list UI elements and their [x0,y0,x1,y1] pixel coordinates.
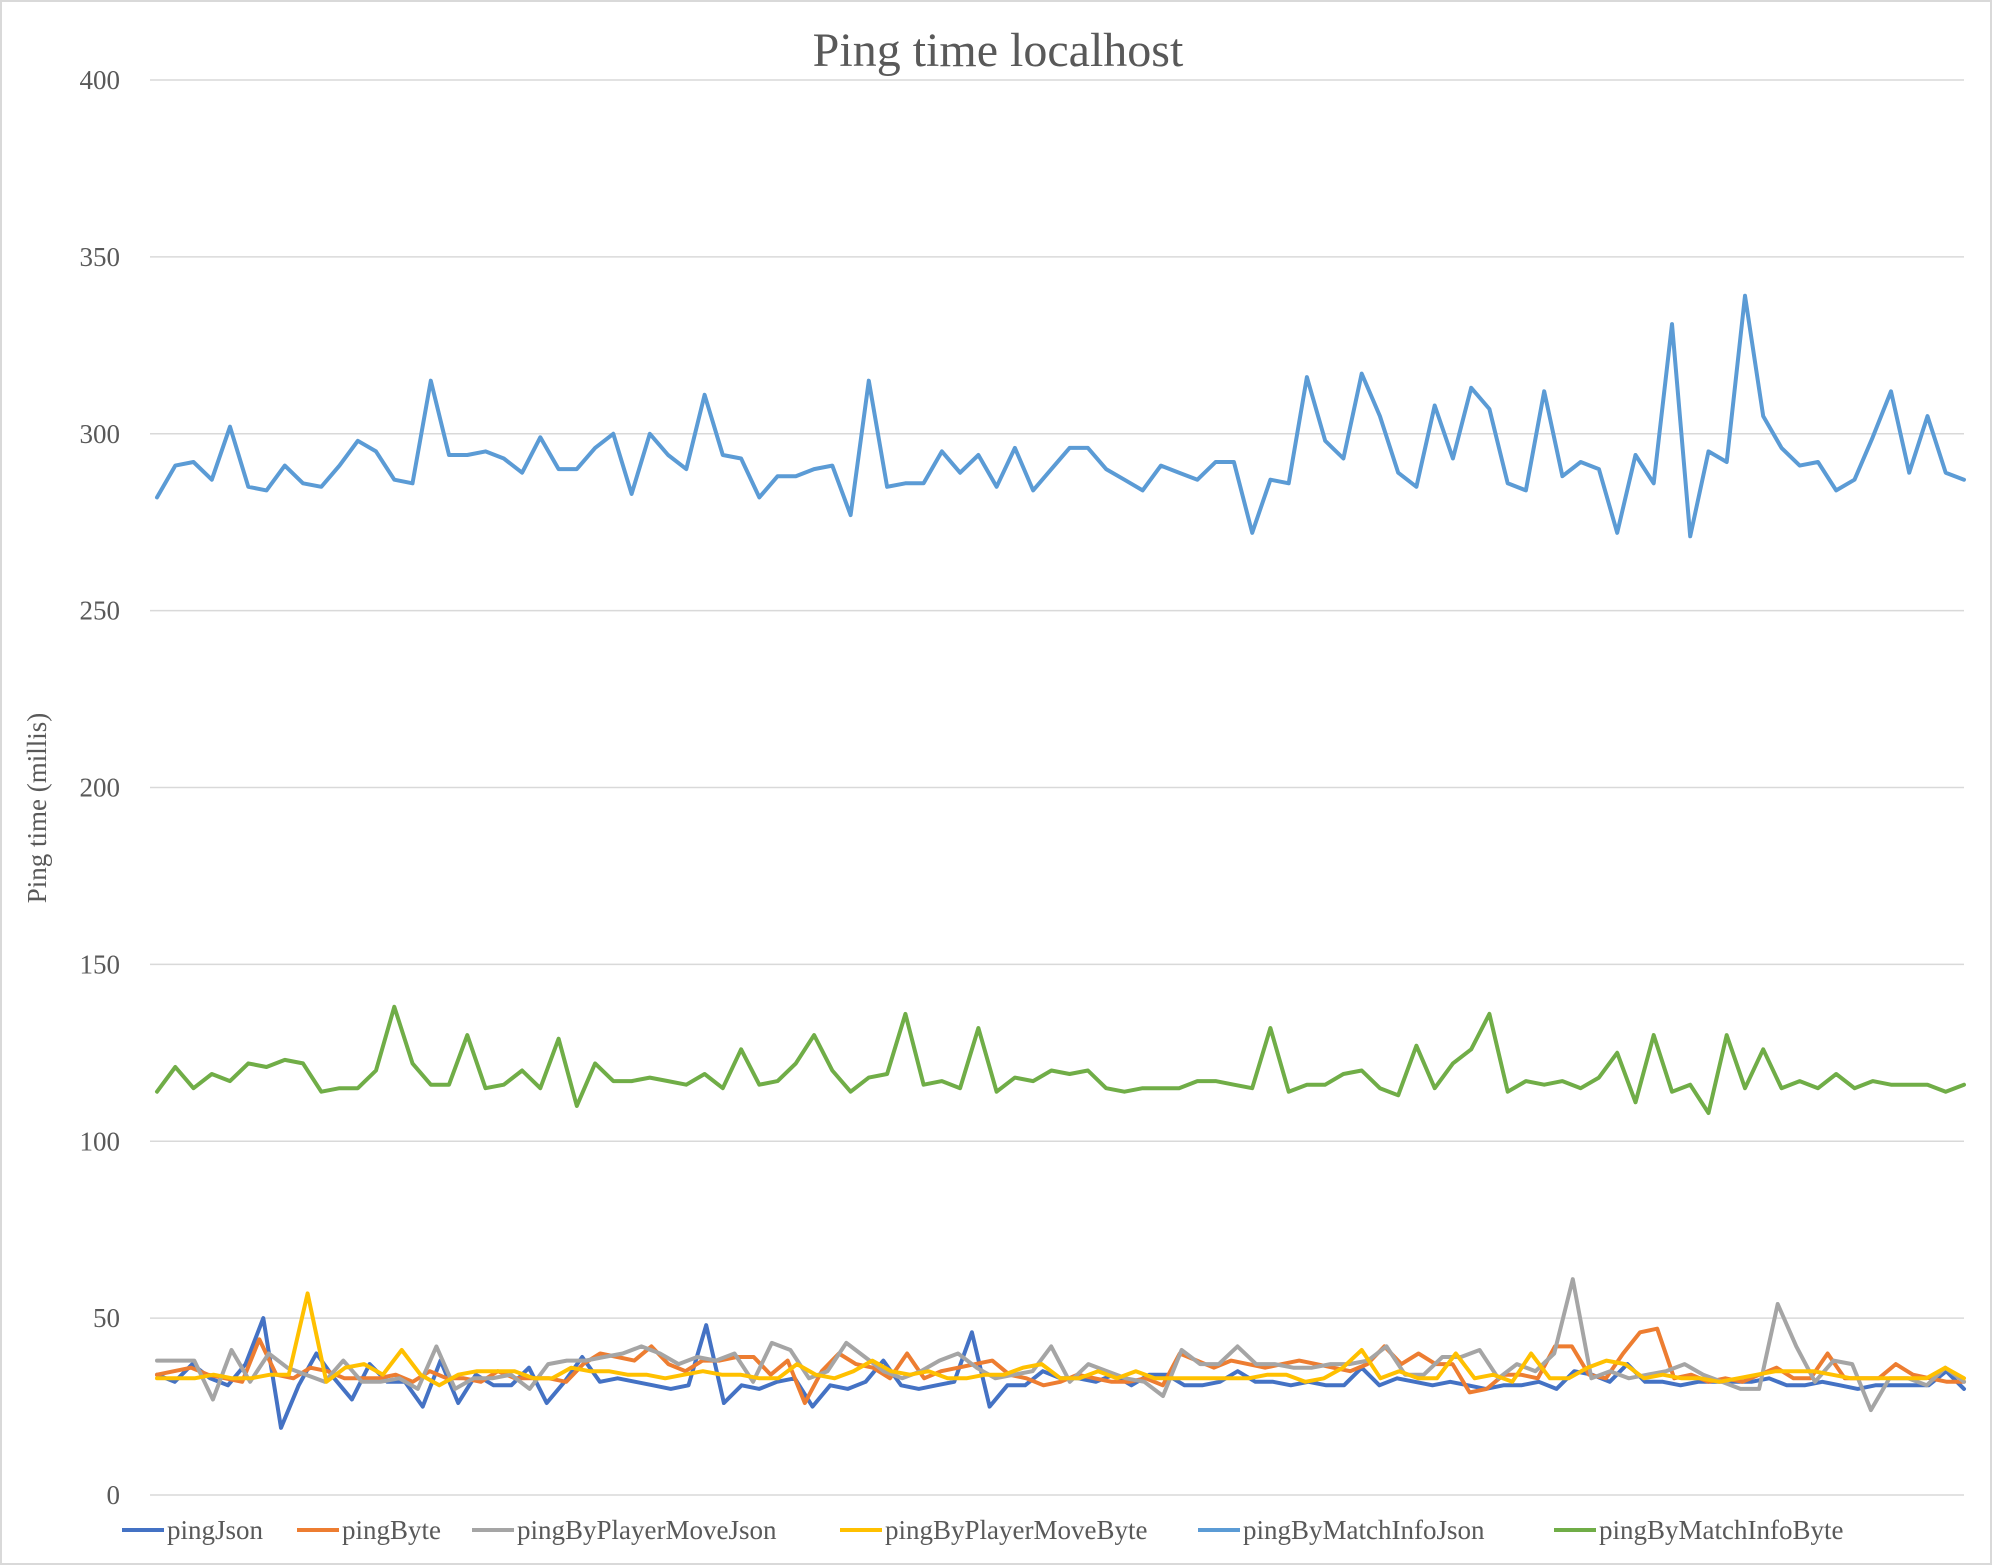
y-tick-label: 400 [80,65,121,95]
legend-label: pingJson [167,1515,264,1545]
legend-item-ping-by-player-move-json: pingByPlayerMoveJson [472,1515,777,1545]
legend-label: pingByMatchInfoByte [1599,1515,1843,1545]
y-axis-ticks: 0 50 100 150 200 250 300 350 400 [80,65,121,1510]
legend-item-ping-json: pingJson [122,1515,264,1545]
legend-label: pingByMatchInfoJson [1243,1515,1485,1545]
y-axis-title: Ping time (millis) [22,713,52,904]
chart-title: Ping time localhost [813,24,1184,77]
legend-item-ping-byte: pingByte [297,1515,441,1545]
series-line-ping-by-player-move-json [155,1277,1966,1413]
y-tick-label: 100 [80,1126,121,1156]
legend-item-ping-by-player-move-byte: pingByPlayerMoveByte [840,1515,1147,1545]
y-tick-label: 250 [80,596,121,626]
series-line-ping-by-player-move-byte [155,1291,1966,1388]
y-tick-label: 0 [107,1480,121,1510]
series-line-ping-byte [155,1326,1966,1405]
y-tick-label: 50 [93,1303,120,1333]
series-lines [155,293,1966,1430]
y-tick-label: 350 [80,242,121,272]
y-tick-label: 200 [80,773,121,803]
legend-label: pingByPlayerMoveByte [885,1515,1147,1545]
legend-item-ping-by-match-info-json: pingByMatchInfoJson [1198,1515,1485,1545]
legend-item-ping-by-match-info-byte: pingByMatchInfoByte [1554,1515,1843,1545]
y-tick-label: 300 [80,419,121,449]
legend: pingJson pingByte pingByPlayerMoveJson ping… [122,1515,1843,1545]
series-line-ping-by-match-info-byte [155,1004,1966,1115]
y-tick-label: 150 [80,949,121,979]
gridlines [150,79,1964,1496]
legend-label: pingByPlayerMoveJson [517,1515,777,1545]
series-line-ping-by-match-info-json [155,293,1966,539]
legend-label: pingByte [342,1515,441,1545]
